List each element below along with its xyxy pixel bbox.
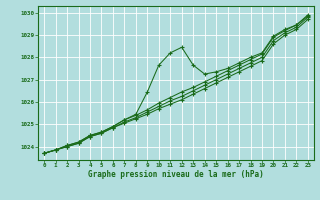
X-axis label: Graphe pression niveau de la mer (hPa): Graphe pression niveau de la mer (hPa) (88, 170, 264, 179)
